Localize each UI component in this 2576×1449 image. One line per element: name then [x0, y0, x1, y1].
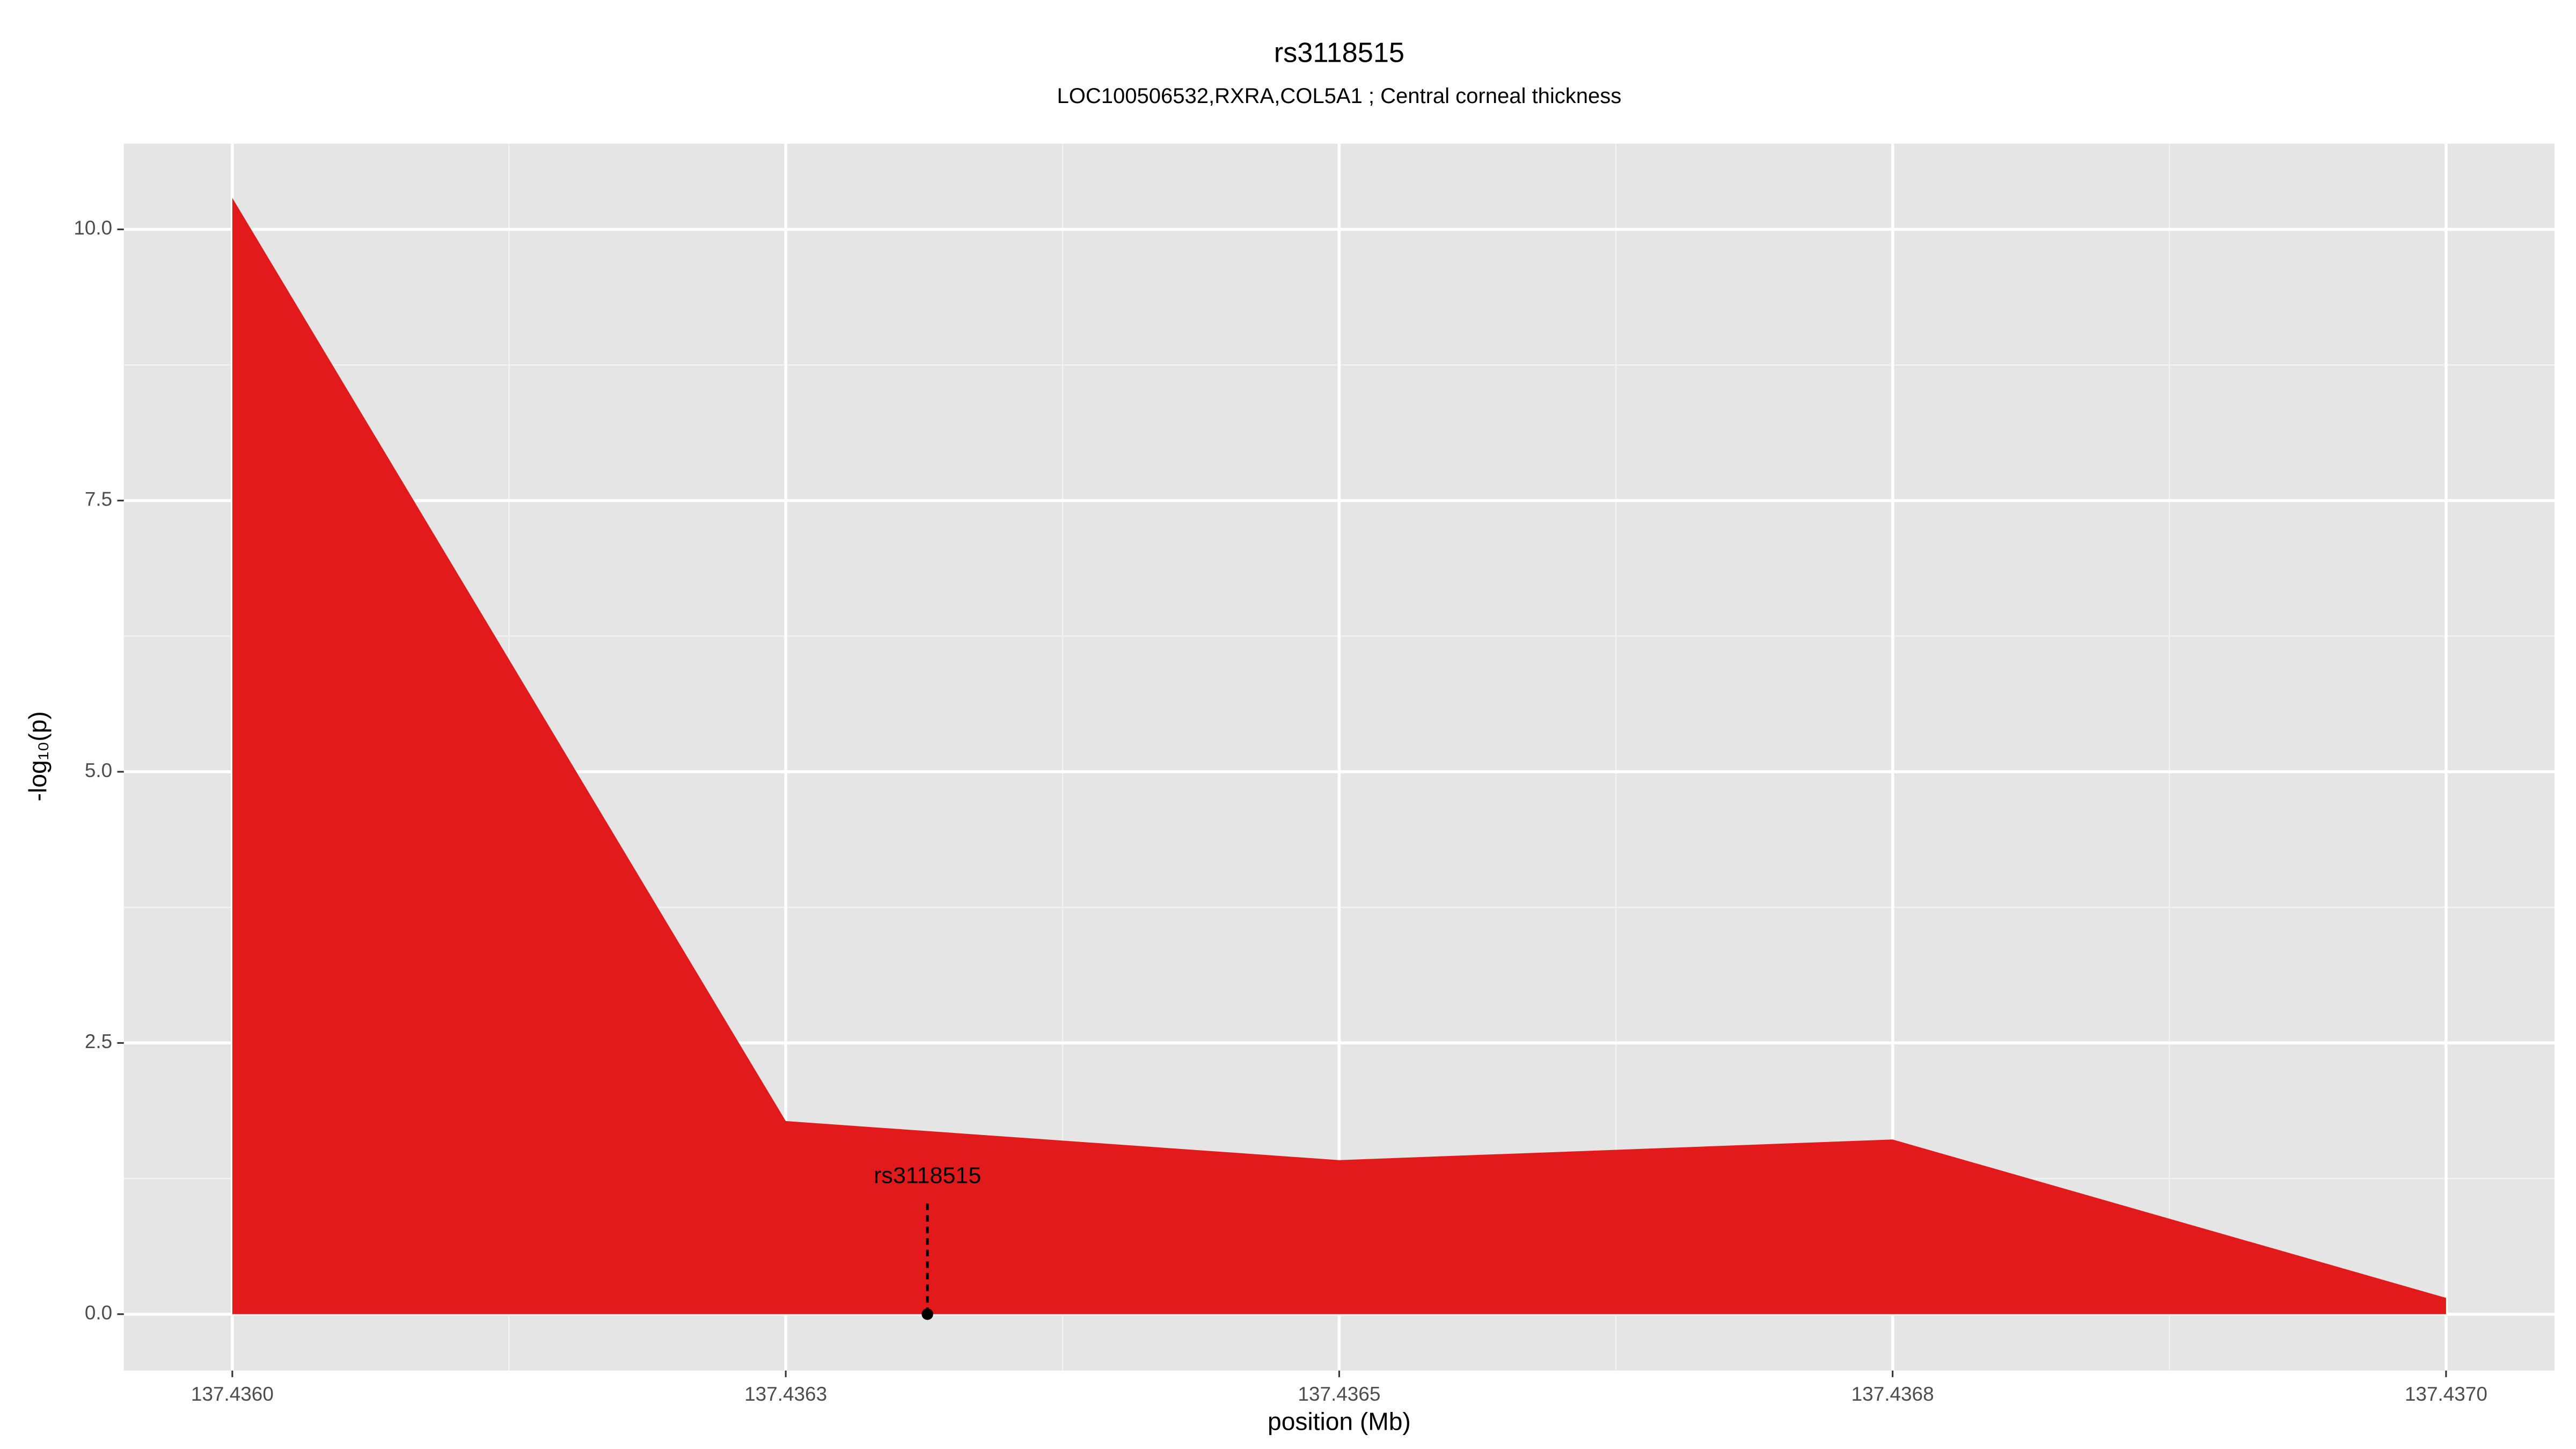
- y-tick-label: 5.0: [85, 759, 112, 781]
- chart-title: rs3118515: [1274, 37, 1404, 68]
- y-tick-label: 10.0: [74, 217, 112, 239]
- x-tick-label: 137.4360: [191, 1383, 274, 1405]
- y-tick-label: 0.0: [85, 1301, 112, 1323]
- y-tick-label: 7.5: [85, 488, 112, 510]
- chart-subtitle: LOC100506532,RXRA,COL5A1 ; Central corne…: [1057, 84, 1622, 108]
- annotation-point: [921, 1308, 933, 1320]
- y-axis-label: -log₁₀(p): [24, 711, 52, 801]
- area: [232, 197, 2446, 1314]
- x-axis-label: position (Mb): [1268, 1407, 1411, 1435]
- x-tick-label: 137.4365: [1298, 1383, 1380, 1405]
- x-tick-label: 137.4370: [2405, 1383, 2487, 1405]
- y-tick-label: 2.5: [85, 1030, 112, 1052]
- x-tick-label: 137.4363: [744, 1383, 827, 1405]
- annotation-label: rs3118515: [874, 1163, 981, 1189]
- x-tick-label: 137.4368: [1851, 1383, 1934, 1405]
